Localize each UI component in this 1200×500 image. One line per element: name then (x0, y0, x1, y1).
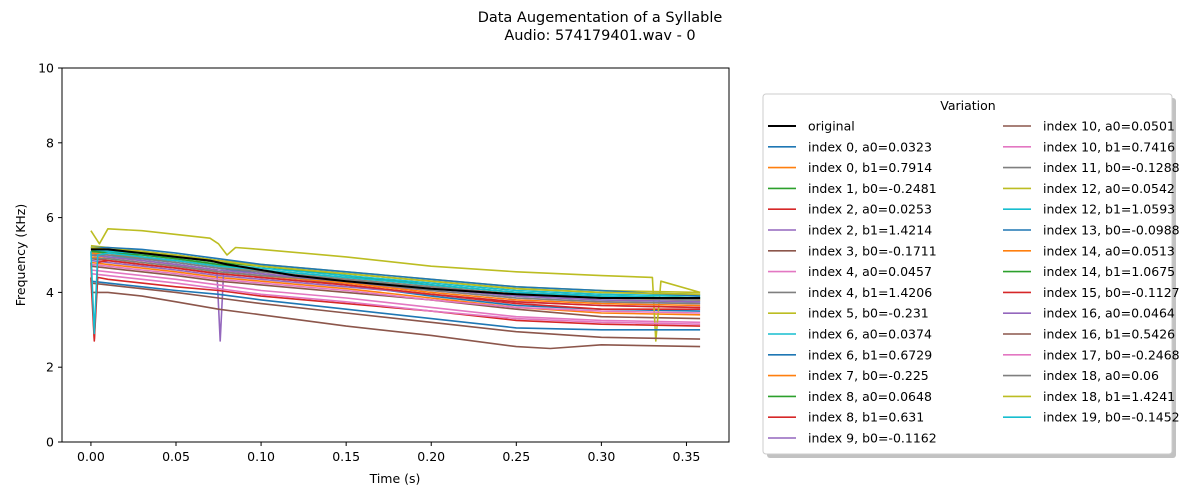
series-line-27 (90, 263, 701, 314)
legend-label: index 7, b0=-0.225 (808, 368, 929, 383)
legend-label: index 3, b0=-0.1711 (808, 243, 937, 258)
legend-label: index 17, b0=-0.2468 (1043, 347, 1180, 362)
legend-label: index 18, b1=1.4241 (1043, 389, 1175, 404)
y-tick-label: 8 (46, 135, 54, 150)
legend-entries: original index 0, a0=0.0323 index 0, b1=0.… (768, 119, 1180, 446)
legend-label: index 0, a0=0.0323 (808, 139, 932, 154)
legend-label: index 13, b0=-0.0988 (1043, 223, 1180, 238)
legend: Variation original index 0, a0=0.0323 inde… (762, 93, 1180, 458)
x-tick-label: 0.15 (332, 449, 360, 464)
y-tick-label: 2 (46, 360, 54, 375)
chart-subtitle: Audio: 574179401.wav - 0 (504, 28, 695, 44)
y-axis-label: Frequency (KHz) (13, 204, 28, 306)
legend-title: Variation (940, 98, 995, 113)
legend-label: index 2, a0=0.0253 (808, 202, 932, 217)
legend-label: index 4, a0=0.0457 (808, 264, 932, 279)
legend-label: index 18, a0=0.06 (1043, 368, 1159, 383)
x-axis: 0.00 0.05 0.10 0.15 0.20 0.25 0.30 0.35 (77, 442, 700, 464)
x-tick-label: 0.30 (587, 449, 615, 464)
x-tick-label: 0.25 (502, 449, 530, 464)
x-tick-label: 0.00 (77, 449, 105, 464)
legend-label: index 5, b0=-0.231 (808, 306, 929, 321)
legend-label: index 8, a0=0.0648 (808, 389, 932, 404)
legend-label: index 12, a0=0.0542 (1043, 181, 1175, 196)
y-tick-label: 0 (46, 435, 54, 450)
plot-series (90, 228, 701, 350)
legend-label: index 2, b1=1.4214 (808, 223, 932, 238)
series-line-25 (90, 254, 701, 303)
legend-label: index 0, b1=0.7914 (808, 160, 932, 175)
legend-label: index 6, b1=0.6729 (808, 347, 932, 362)
series-line-18 (90, 257, 701, 305)
series-line-16 (90, 291, 701, 350)
legend-label: index 19, b0=-0.1452 (1043, 410, 1180, 425)
x-tick-label: 0.35 (673, 449, 701, 464)
y-tick-label: 4 (46, 285, 54, 300)
legend-label: index 1, b0=-0.2481 (808, 181, 937, 196)
series-line-9 (90, 228, 701, 342)
legend-label: index 9, b0=-0.1162 (808, 431, 937, 446)
x-tick-label: 0.20 (417, 449, 445, 464)
legend-label: index 12, b1=1.0593 (1043, 202, 1175, 217)
chart-title: Data Augementation of a Syllable (478, 10, 723, 26)
legend-label: index 16, a0=0.0464 (1043, 306, 1175, 321)
x-axis-label: Time (s) (369, 471, 421, 486)
series-line-6 (90, 265, 701, 320)
series-line-26 (90, 282, 701, 340)
x-tick-label: 0.05 (162, 449, 190, 464)
legend-label: index 15, b0=-0.1127 (1043, 285, 1180, 300)
y-tick-label: 6 (46, 210, 54, 225)
legend-label: index 10, a0=0.0501 (1043, 119, 1175, 134)
legend-label: index 11, b0=-0.1288 (1043, 160, 1180, 175)
legend-box (762, 93, 1173, 455)
series-line-11 (90, 280, 701, 331)
legend-label: index 16, b1=0.5426 (1043, 327, 1175, 342)
legend-label: index 14, b1=1.0675 (1043, 264, 1175, 279)
series-line-17 (90, 272, 701, 325)
series-line-7 (90, 269, 701, 324)
legend-label: index 8, b1=0.631 (808, 410, 924, 425)
y-axis: 0 2 4 6 8 10 (38, 61, 62, 450)
legend-label: index 6, a0=0.0374 (808, 327, 932, 342)
series-line-30 (90, 251, 701, 335)
legend-label: index 10, b1=0.7416 (1043, 139, 1175, 154)
series-line-29 (90, 246, 701, 296)
plot-area-frame (61, 67, 730, 443)
legend-label: index 14, a0=0.0513 (1043, 243, 1175, 258)
x-tick-label: 0.10 (247, 449, 275, 464)
series-line-21 (90, 246, 701, 297)
legend-label: index 4, b1=1.4206 (808, 285, 932, 300)
series-line-0 (90, 248, 701, 299)
legend-label: original (808, 119, 855, 134)
y-tick-label: 10 (38, 61, 54, 76)
